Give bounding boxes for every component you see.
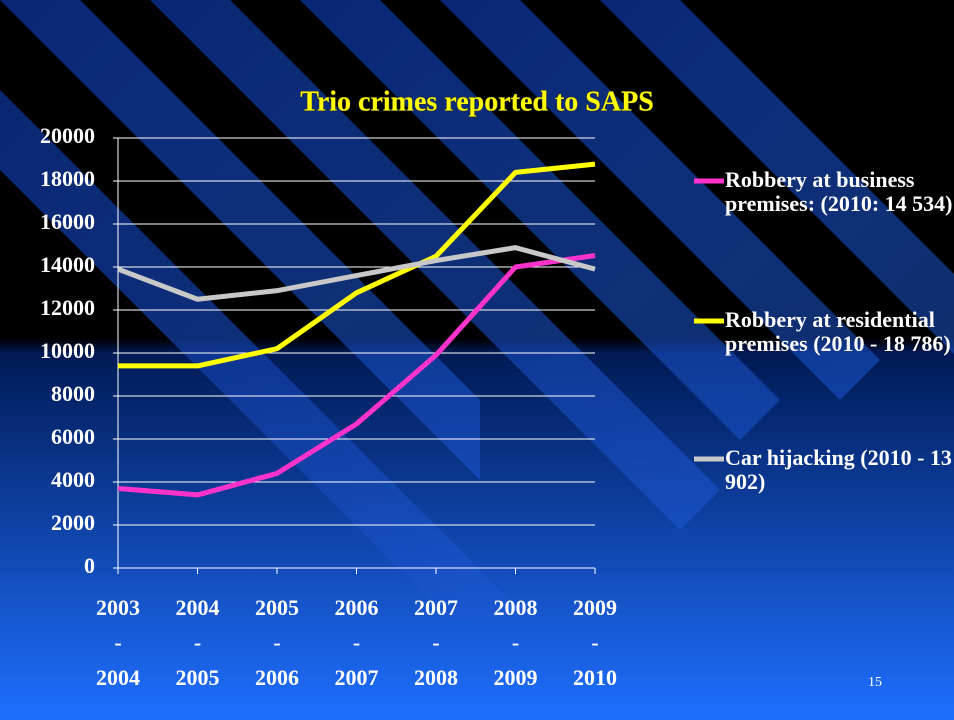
y-tick-label: 18000 xyxy=(40,166,95,191)
x-tick-label: 2006 -2007 xyxy=(335,595,379,690)
x-tick-label: 2009 -2010 xyxy=(573,595,617,690)
y-tick-label: 4000 xyxy=(51,467,95,492)
x-tick-label: 2008 -2009 xyxy=(494,595,538,690)
y-tick-label: 10000 xyxy=(40,338,95,363)
x-tick-label: 2004 -2005 xyxy=(176,595,220,690)
y-tick-label: 0 xyxy=(84,553,95,578)
chart-title: Trio crimes reported to SAPS xyxy=(300,86,654,117)
x-tick-label: 2003 -2004 xyxy=(96,595,140,690)
series-line xyxy=(118,161,596,369)
series-line xyxy=(117,245,596,302)
y-tick-label: 2000 xyxy=(51,510,95,535)
y-tick-label: 14000 xyxy=(40,252,95,277)
y-tick-label: 20000 xyxy=(40,123,95,148)
y-tick-label: 8000 xyxy=(51,381,95,406)
x-tick-label: 2007 -2008 xyxy=(414,595,458,690)
legend-label: Robbery at business premises: (2010: 14 … xyxy=(725,167,953,216)
y-tick-label: 16000 xyxy=(40,209,95,234)
series-line xyxy=(117,253,596,498)
y-tick-label: 6000 xyxy=(51,424,95,449)
slide-number: 15 xyxy=(868,675,882,690)
legend-label: Robbery at residential premises (2010 - … xyxy=(725,307,951,356)
y-tick-label: 12000 xyxy=(40,295,95,320)
stripes xyxy=(0,0,954,620)
legend-label: Car hijacking (2010 - 13 902) xyxy=(725,445,952,494)
x-tick-label: 2005 -2006 xyxy=(255,595,299,690)
